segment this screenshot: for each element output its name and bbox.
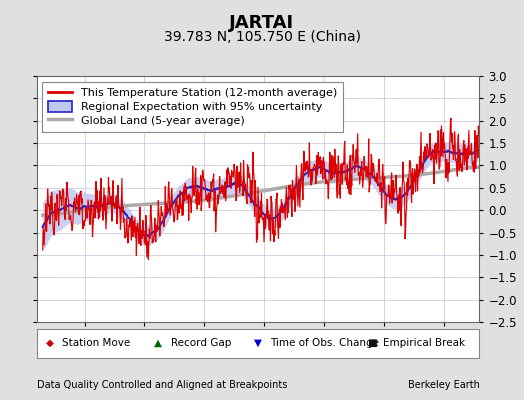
Text: Data Quality Controlled and Aligned at Breakpoints: Data Quality Controlled and Aligned at B… <box>37 380 287 390</box>
Text: Time of Obs. Change: Time of Obs. Change <box>270 338 379 348</box>
Text: 39.783 N, 105.750 E (China): 39.783 N, 105.750 E (China) <box>163 30 361 44</box>
Text: ▲: ▲ <box>154 338 162 348</box>
Text: Empirical Break: Empirical Break <box>384 338 465 348</box>
Legend: This Temperature Station (12-month average), Regional Expectation with 95% uncer: This Temperature Station (12-month avera… <box>42 82 343 132</box>
Text: JARTAI: JARTAI <box>230 14 294 32</box>
Text: ■: ■ <box>367 338 376 348</box>
Text: ▼: ▼ <box>254 338 261 348</box>
Text: Record Gap: Record Gap <box>171 338 231 348</box>
Text: Berkeley Earth: Berkeley Earth <box>408 380 479 390</box>
Y-axis label: Temperature Anomaly (°C): Temperature Anomaly (°C) <box>522 120 524 278</box>
Text: ◆: ◆ <box>46 338 53 348</box>
Text: Station Move: Station Move <box>62 338 130 348</box>
